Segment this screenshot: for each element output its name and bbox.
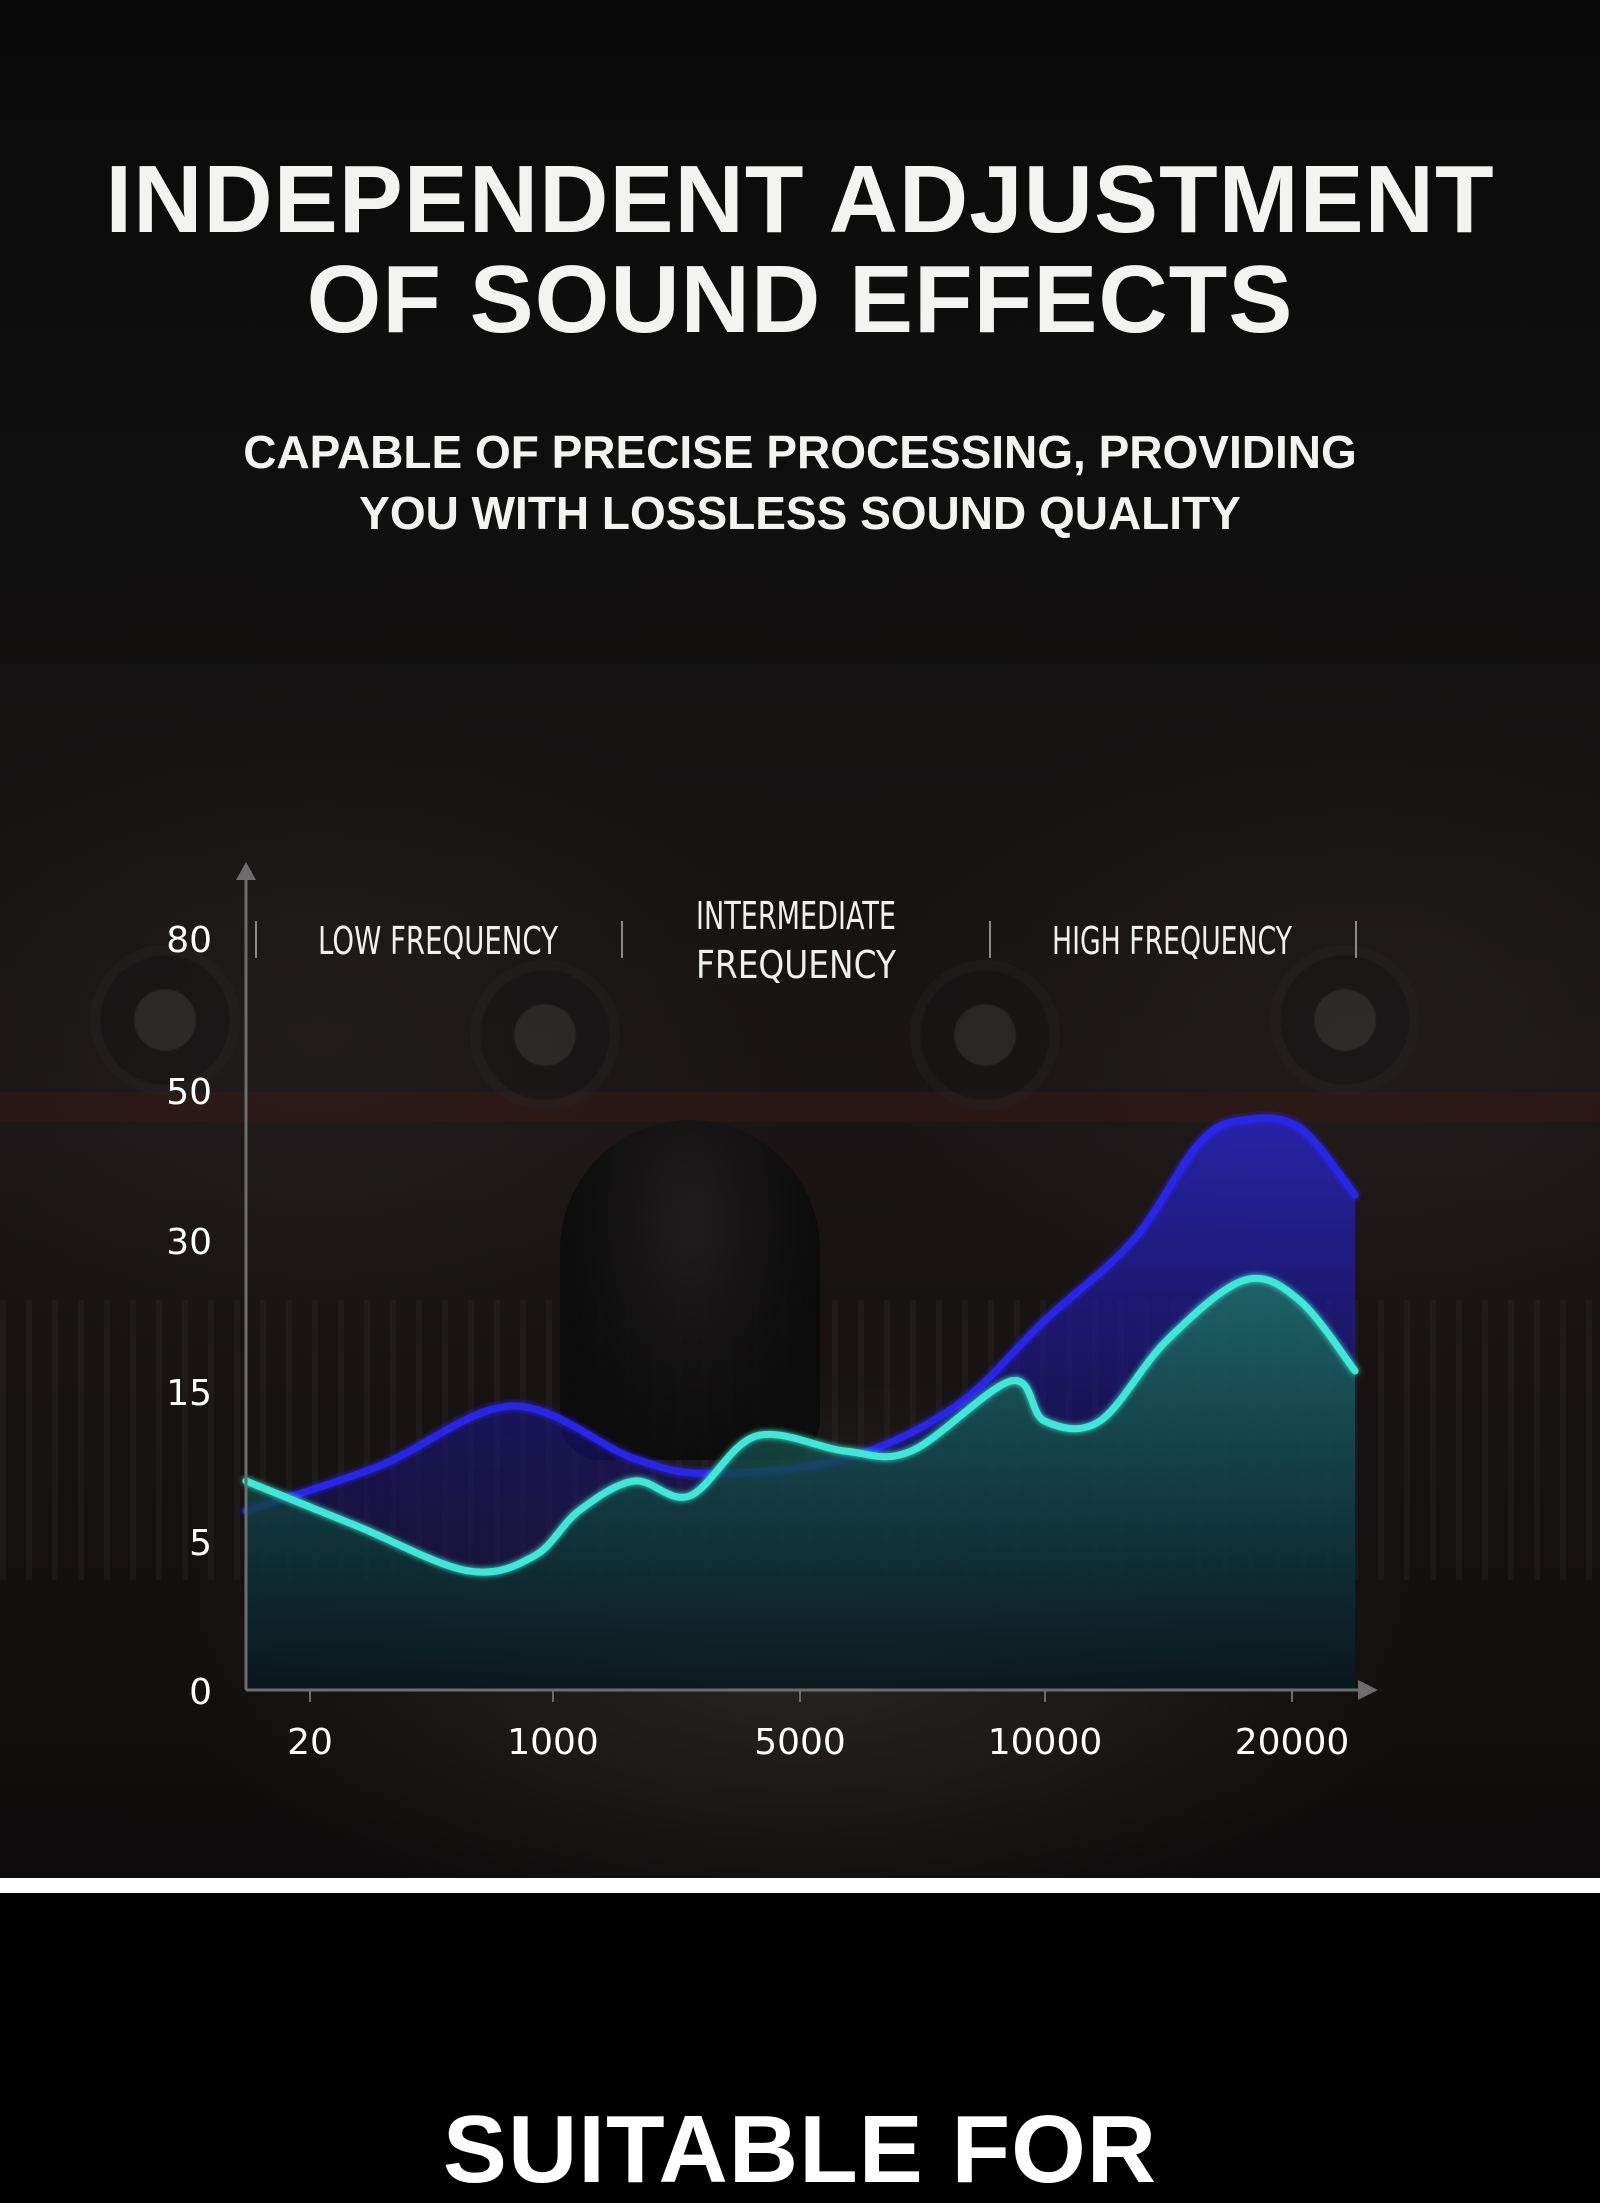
studio-speaker-center-left xyxy=(470,960,620,1110)
y-axis-ticks: 0 5 15 30 50 80 xyxy=(166,920,212,1713)
page-subtitle: CAPABLE OF PRECISE PROCESSING, PROVIDING… xyxy=(0,422,1600,544)
series-2-point xyxy=(1244,1280,1245,1281)
band-label: LOW FREQUENCY xyxy=(318,919,559,963)
page-title: INDEPENDENT ADJUSTMENT OF SOUND EFFECTS xyxy=(0,150,1600,350)
chart-axes xyxy=(236,862,1378,1700)
series-1-point xyxy=(1133,1240,1134,1241)
y-tick-label: 5 xyxy=(189,1523,212,1564)
page-title-line-1: INDEPENDENT ADJUSTMENT xyxy=(105,146,1495,253)
x-tick-label: 1000 xyxy=(507,1722,599,1763)
series-1-line xyxy=(242,1114,1359,1515)
series-2-point xyxy=(634,1481,635,1482)
series-2-point xyxy=(1044,1421,1045,1422)
section-divider xyxy=(0,1878,1600,1893)
series-2-point xyxy=(1099,1421,1100,1422)
studio-shelf xyxy=(0,1092,1600,1122)
band-labels: LOW FREQUENCY INTERMEDIATE FREQUENCY HIGH F… xyxy=(255,894,1357,987)
bottom-section xyxy=(0,1893,1600,2154)
x-tick-label: 5000 xyxy=(754,1722,846,1763)
series-1-point xyxy=(1199,1142,1200,1143)
series-2-point xyxy=(756,1436,757,1437)
section-title-suitable-for: SUITABLE FOR xyxy=(442,2096,1158,2203)
series-1-point xyxy=(634,1458,635,1459)
series-1-point xyxy=(1044,1320,1045,1321)
series-1-point xyxy=(379,1466,380,1467)
x-axis-arrow-icon xyxy=(1358,1680,1378,1700)
band-label: INTERMEDIATE xyxy=(696,894,896,938)
band-label: FREQUENCY xyxy=(696,943,897,987)
x-tick-label: 20000 xyxy=(1235,1722,1350,1763)
series-2-point xyxy=(1299,1300,1300,1301)
band-label: HIGH FREQUENCY xyxy=(1052,919,1293,963)
series-2-point xyxy=(356,1526,357,1527)
y-tick-label: 0 xyxy=(189,1672,212,1713)
series-2-line xyxy=(242,1274,1359,1576)
series-1-point xyxy=(1299,1127,1300,1128)
series-1-point xyxy=(512,1406,513,1407)
series-2-point xyxy=(689,1496,690,1497)
series-2-point xyxy=(911,1451,912,1452)
series-2-point xyxy=(1355,1370,1356,1371)
y-tick-label: 80 xyxy=(166,920,212,961)
series-2-point xyxy=(578,1511,579,1512)
y-tick-label: 30 xyxy=(166,1222,212,1263)
series-areas xyxy=(242,1114,1359,1690)
series-2-point xyxy=(844,1451,845,1452)
x-tick-label: 20 xyxy=(287,1722,333,1763)
studio-speaker-left xyxy=(90,945,240,1095)
series-2-point xyxy=(1011,1380,1012,1381)
studio-speaker-right xyxy=(1270,945,1420,1095)
y-axis-arrow-icon xyxy=(236,862,256,880)
series-2-area xyxy=(246,1278,1355,1690)
studio-speaker-center-right xyxy=(910,960,1060,1110)
page-subtitle-line-2: YOU WITH LOSSLESS SOUND QUALITY xyxy=(359,487,1241,539)
frequency-response-chart: LOW FREQUENCY INTERMEDIATE FREQUENCY HIGH F… xyxy=(166,862,1378,1763)
series-1-point xyxy=(1355,1195,1356,1196)
page-title-line-2: OF SOUND EFFECTS xyxy=(306,246,1294,353)
y-tick-label: 50 xyxy=(166,1072,212,1113)
series-1-point xyxy=(955,1406,956,1407)
series-2-point xyxy=(534,1555,535,1556)
series-2-point xyxy=(467,1570,468,1571)
x-tick-label: 10000 xyxy=(988,1722,1103,1763)
x-axis-ticks: 20 1000 5000 10000 20000 xyxy=(287,1690,1349,1763)
person-silhouette xyxy=(560,1120,820,1460)
series-2-point xyxy=(1166,1340,1167,1341)
series-1-point xyxy=(1244,1120,1245,1121)
page-subtitle-line-1: CAPABLE OF PRECISE PROCESSING, PROVIDING xyxy=(243,426,1357,478)
y-tick-label: 15 xyxy=(166,1373,212,1414)
